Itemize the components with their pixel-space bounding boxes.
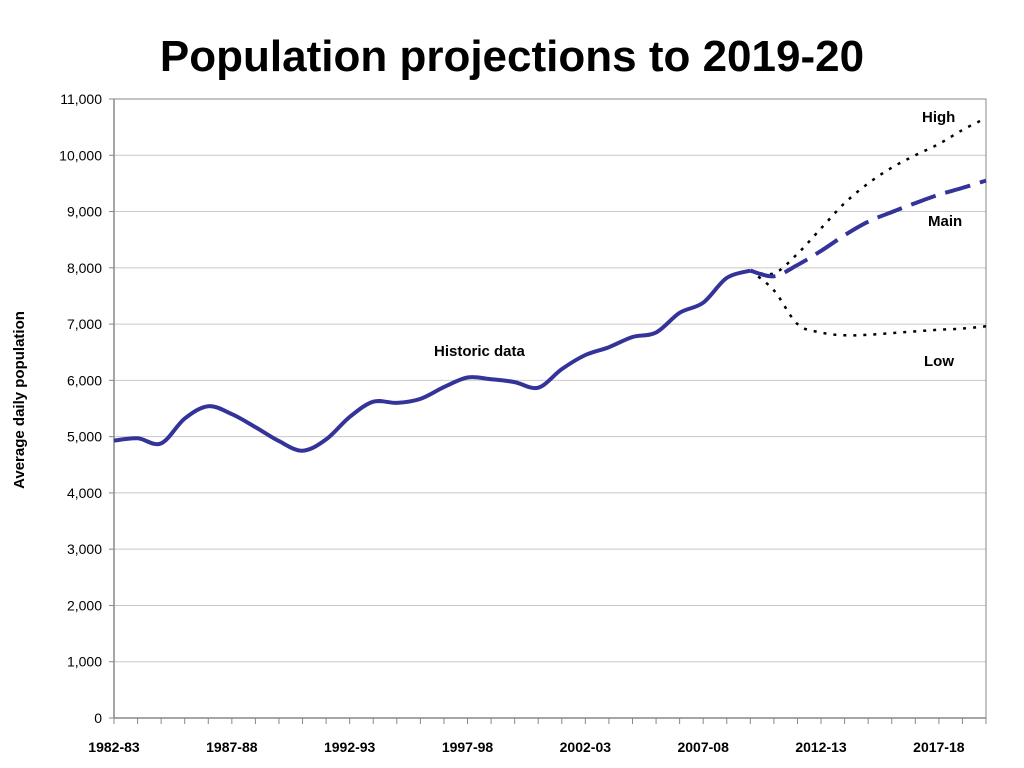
x-tick-label: 2002-03 [560,739,612,755]
y-tick-label: 3,000 [67,541,102,557]
x-tick-label: 1987-88 [206,739,258,755]
y-tick-label: 0 [94,710,102,726]
annotation-low: Low [924,353,954,370]
y-tick-label: 4,000 [67,485,102,501]
x-tick-label: 1992-93 [324,739,376,755]
series-line-low [749,269,987,337]
y-tick-label: 7,000 [67,316,102,332]
x-tick-label: 2017-18 [913,739,965,755]
y-tick-label: 10,000 [59,147,102,163]
annotation-historic-data: Historic data [434,343,526,360]
series-lines [113,116,987,453]
y-tick-labels: 0 1,000 2,000 3,000 4,000 5,000 6,000 7,000 8,00… [59,91,114,726]
y-tick-label: 9,000 [67,204,102,220]
y-tick-label: 5,000 [67,429,102,445]
x-tick-label: 2012-13 [795,739,847,755]
x-tick-label: 1982-83 [88,739,140,755]
axes [113,98,987,719]
annotation-high: High [922,109,955,126]
x-tick-labels: 1982-83 1987-88 1992-93 1997-98 2002-03 2007-… [88,718,987,755]
annotations: Historic data High Main Low [434,109,962,370]
chart-title: Population projections to 2019-20 [159,32,865,81]
series-line-high [750,116,987,276]
y-tick-label: 2,000 [67,597,102,613]
y-tick-label: 1,000 [67,654,102,670]
x-tick-label: 2007-08 [677,739,729,755]
annotation-main: Main [928,213,962,230]
y-tick-label: 6,000 [67,372,102,388]
y-axis-label: Average daily population [11,311,28,489]
plot-frame [113,98,987,719]
y-tick-label: 11,000 [60,91,102,107]
series-line-main [749,178,987,279]
y-tick-label: 8,000 [67,260,102,276]
series-line-historic-data [113,268,751,453]
x-tick-label: 1997-98 [442,739,494,755]
